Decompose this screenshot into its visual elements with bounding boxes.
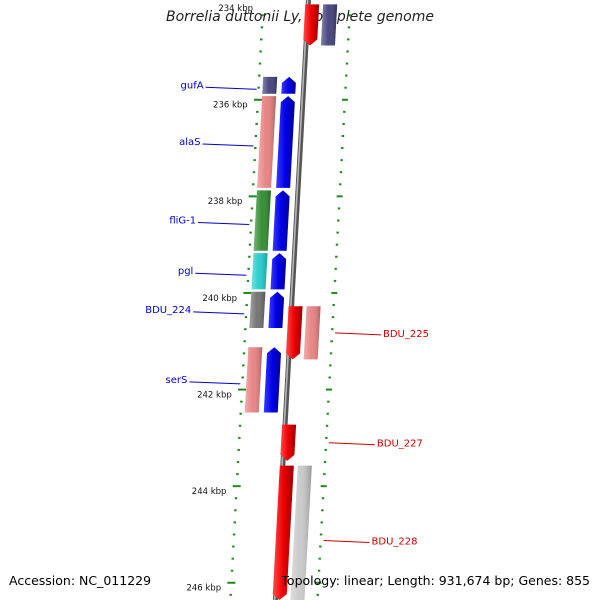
gene-category-shade <box>257 96 277 188</box>
gene-category-shade <box>251 253 268 290</box>
gene-category-shade <box>303 306 321 360</box>
gene-category-shade <box>320 4 338 46</box>
map-title: Borrelia duttonii Ly, complete genome <box>166 9 434 25</box>
gene-label-sers: serS <box>166 375 241 386</box>
gene-category-shade <box>253 190 271 251</box>
tick-label: 246 kbp <box>186 584 221 594</box>
gene-pgl <box>251 253 287 290</box>
gene-leader-line <box>189 381 241 385</box>
tick-label: 236 kbp <box>213 101 248 111</box>
tick-label: 242 kbp <box>197 390 232 400</box>
gene-name: pgl <box>178 266 193 277</box>
gene-name: BDU_224 <box>145 305 191 316</box>
tick-marks-left <box>227 14 264 596</box>
gene-forward-arrow <box>276 96 295 188</box>
gene-flig-1 <box>253 190 290 251</box>
gene-leader-line <box>198 222 250 226</box>
gene-label-bdu_228: BDU_228 <box>323 537 418 548</box>
gene-bdu_227 <box>280 424 297 461</box>
gene-leader-line <box>328 442 375 446</box>
gene-track <box>244 4 338 600</box>
gene-name: BDU_228 <box>372 537 418 548</box>
gene-label-bdu_227: BDU_227 <box>328 439 423 450</box>
accession-text: Accession: NC_011229 <box>9 573 152 588</box>
gene-bdu_225 <box>286 306 321 360</box>
gene-name: serS <box>166 375 188 386</box>
gene-name: fliG-1 <box>169 216 196 227</box>
gene-label-bdu_224: BDU_224 <box>145 305 245 316</box>
gene-reverse-arrow <box>272 465 294 600</box>
gene-bdu_224 <box>249 291 285 328</box>
gene-name: alaS <box>179 137 200 148</box>
gene-forward-arrow <box>270 253 287 290</box>
gene-forward-arrow <box>263 347 282 413</box>
gene-gufa <box>262 76 296 94</box>
gene-reverse-arrow <box>286 306 303 360</box>
gene-category-shade <box>290 465 312 600</box>
gene-alas <box>257 96 295 188</box>
tick-label: 244 kbp <box>192 487 227 497</box>
tick-labels: 234 kbp 236 kbp 238 kbp 240 kbp 242 kbp 244 k… <box>186 4 253 594</box>
gene-reverse-arrow <box>280 424 297 461</box>
gene-bdu_228 <box>272 465 312 600</box>
gene-reverse-arrow <box>303 4 320 46</box>
gene-leader-line <box>202 143 254 147</box>
tick-label: 238 kbp <box>208 197 243 207</box>
tick-label: 234 kbp <box>218 4 253 14</box>
gene-forward-arrow <box>268 291 285 328</box>
gene-leader-line <box>205 86 257 90</box>
gene-label-bdu_225: BDU_225 <box>334 329 429 340</box>
gene-unnamed <box>303 4 338 46</box>
gene-name: BDU_225 <box>383 329 429 340</box>
gene-label-flig-1: fliG-1 <box>169 216 250 227</box>
gene-leader-line <box>195 272 247 276</box>
tick-marks-right <box>315 14 351 596</box>
gene-leader-line <box>334 332 381 336</box>
gene-name: BDU_227 <box>377 439 423 450</box>
gene-label-alas: alaS <box>179 137 254 148</box>
genome-summary-text: Topology: linear; Length: 931,674 bp; Ge… <box>281 573 590 588</box>
gene-category-shade <box>249 291 266 328</box>
gene-label-gufa: gufA <box>181 80 257 91</box>
gene-leader-line <box>323 540 370 544</box>
gene-forward-arrow <box>272 190 290 251</box>
gene-name: gufA <box>181 80 204 91</box>
gene-forward-arrow <box>281 76 296 94</box>
gene-category-shade <box>262 76 278 94</box>
gene-label-pgl: pgl <box>178 266 247 277</box>
tick-label: 240 kbp <box>202 294 237 304</box>
gene-leader-line <box>193 311 245 315</box>
gene-labels: gufA alaS fliG-1 pgl BDU_224 BDU_225 serS BDU_2… <box>145 80 429 547</box>
gene-sers <box>244 347 282 413</box>
gene-category-shade <box>244 347 263 413</box>
